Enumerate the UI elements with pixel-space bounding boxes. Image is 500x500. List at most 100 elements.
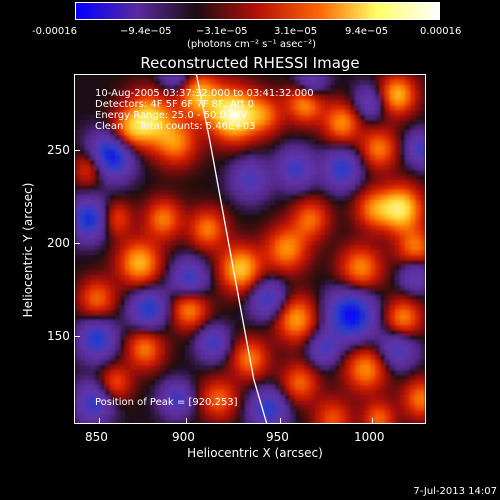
heatmap-cell	[415, 150, 421, 156]
heatmap-cell	[375, 260, 381, 266]
heatmap-cell	[105, 240, 111, 246]
heatmap-cell	[250, 345, 256, 351]
heatmap-cell	[315, 395, 321, 401]
heatmap-cell	[315, 305, 321, 311]
heatmap-cell	[115, 180, 121, 186]
heatmap-cell	[325, 385, 331, 391]
heatmap-cell	[320, 90, 326, 96]
heatmap-cell	[355, 120, 361, 126]
heatmap-cell	[410, 345, 416, 351]
heatmap-cell	[220, 390, 226, 396]
heatmap-cell	[230, 165, 236, 171]
heatmap-cell	[210, 95, 216, 101]
heatmap-cell	[175, 190, 181, 196]
heatmap-cell	[300, 105, 306, 111]
heatmap-cell	[295, 140, 301, 146]
heatmap-cell	[300, 390, 306, 396]
heatmap-cell	[80, 360, 86, 366]
heatmap-cell	[320, 380, 326, 386]
heatmap-cell	[120, 330, 126, 336]
heatmap-cell	[220, 150, 226, 156]
heatmap-cell	[180, 365, 186, 371]
heatmap-cell	[110, 395, 116, 401]
heatmap-cell	[90, 250, 96, 256]
heatmap-cell	[305, 350, 311, 356]
heatmap-cell	[390, 395, 396, 401]
heatmap-cell	[400, 310, 406, 316]
heatmap-cell	[405, 105, 411, 111]
heatmap-cell	[235, 345, 241, 351]
heatmap-cell	[265, 130, 271, 136]
heatmap-cell	[340, 315, 346, 321]
heatmap-cell	[130, 270, 136, 276]
heatmap-cell	[140, 295, 146, 301]
heatmap-cell	[240, 265, 246, 271]
heatmap-cell	[240, 390, 246, 396]
heatmap-cell	[240, 275, 246, 281]
heatmap-cell	[200, 325, 206, 331]
heatmap-cell	[310, 280, 316, 286]
heatmap-cell	[405, 80, 411, 86]
heatmap-cell	[305, 75, 311, 81]
heatmap-cell	[285, 230, 291, 236]
heatmap-cell	[390, 260, 396, 266]
heatmap-cell	[195, 265, 201, 271]
heatmap-cell	[355, 315, 361, 321]
heatmap-cell	[385, 295, 391, 301]
heatmap-cell	[150, 155, 156, 161]
heatmap-cell	[140, 260, 146, 266]
heatmap-cell	[390, 360, 396, 366]
plot-canvas	[75, 75, 425, 423]
heatmap-cell	[75, 355, 81, 361]
heatmap-cell	[410, 320, 416, 326]
heatmap-cell	[255, 150, 261, 156]
heatmap-cell	[355, 240, 361, 246]
heatmap-cell	[330, 175, 336, 181]
heatmap-cell	[245, 330, 251, 336]
heatmap-cell	[400, 335, 406, 341]
heatmap-cell	[125, 385, 131, 391]
heatmap-cell	[410, 395, 416, 401]
heatmap-cell	[235, 340, 241, 346]
heatmap-cell	[180, 385, 186, 391]
heatmap-cell	[95, 155, 101, 161]
heatmap-cell	[160, 90, 166, 96]
heatmap-cell	[85, 175, 91, 181]
heatmap-cell	[115, 380, 121, 386]
heatmap-cell	[405, 400, 411, 406]
heatmap-cell	[250, 200, 256, 206]
heatmap-cell	[200, 215, 206, 221]
heatmap-cell	[130, 285, 136, 291]
heatmap-cell	[385, 305, 391, 311]
heatmap-cell	[360, 400, 366, 406]
heatmap-cell	[105, 175, 111, 181]
heatmap-cell	[265, 240, 271, 246]
heatmap-cell	[175, 120, 181, 126]
heatmap-cell	[115, 335, 121, 341]
heatmap-cell	[375, 115, 381, 121]
heatmap-cell	[125, 100, 131, 106]
heatmap-cell	[120, 355, 126, 361]
heatmap-cell	[405, 125, 411, 131]
heatmap-cell	[170, 295, 176, 301]
heatmap-cell	[75, 215, 81, 221]
heatmap-cell	[285, 105, 291, 111]
heatmap-cell	[135, 270, 141, 276]
heatmap-cell	[225, 300, 231, 306]
heatmap-cell	[235, 205, 241, 211]
heatmap-cell	[310, 285, 316, 291]
heatmap-cell	[385, 80, 391, 86]
heatmap-cell	[190, 305, 196, 311]
heatmap-cell	[370, 355, 376, 361]
heatmap-cell	[150, 135, 156, 141]
heatmap-cell	[165, 230, 171, 236]
heatmap-cell	[85, 85, 91, 91]
heatmap-cell	[220, 85, 226, 91]
heatmap-cell	[270, 135, 276, 141]
heatmap-cell	[330, 80, 336, 86]
heatmap-cell	[115, 75, 121, 81]
heatmap-cell	[280, 230, 286, 236]
heatmap-cell	[130, 330, 136, 336]
heatmap-cell	[320, 325, 326, 331]
heatmap-cell	[230, 200, 236, 206]
